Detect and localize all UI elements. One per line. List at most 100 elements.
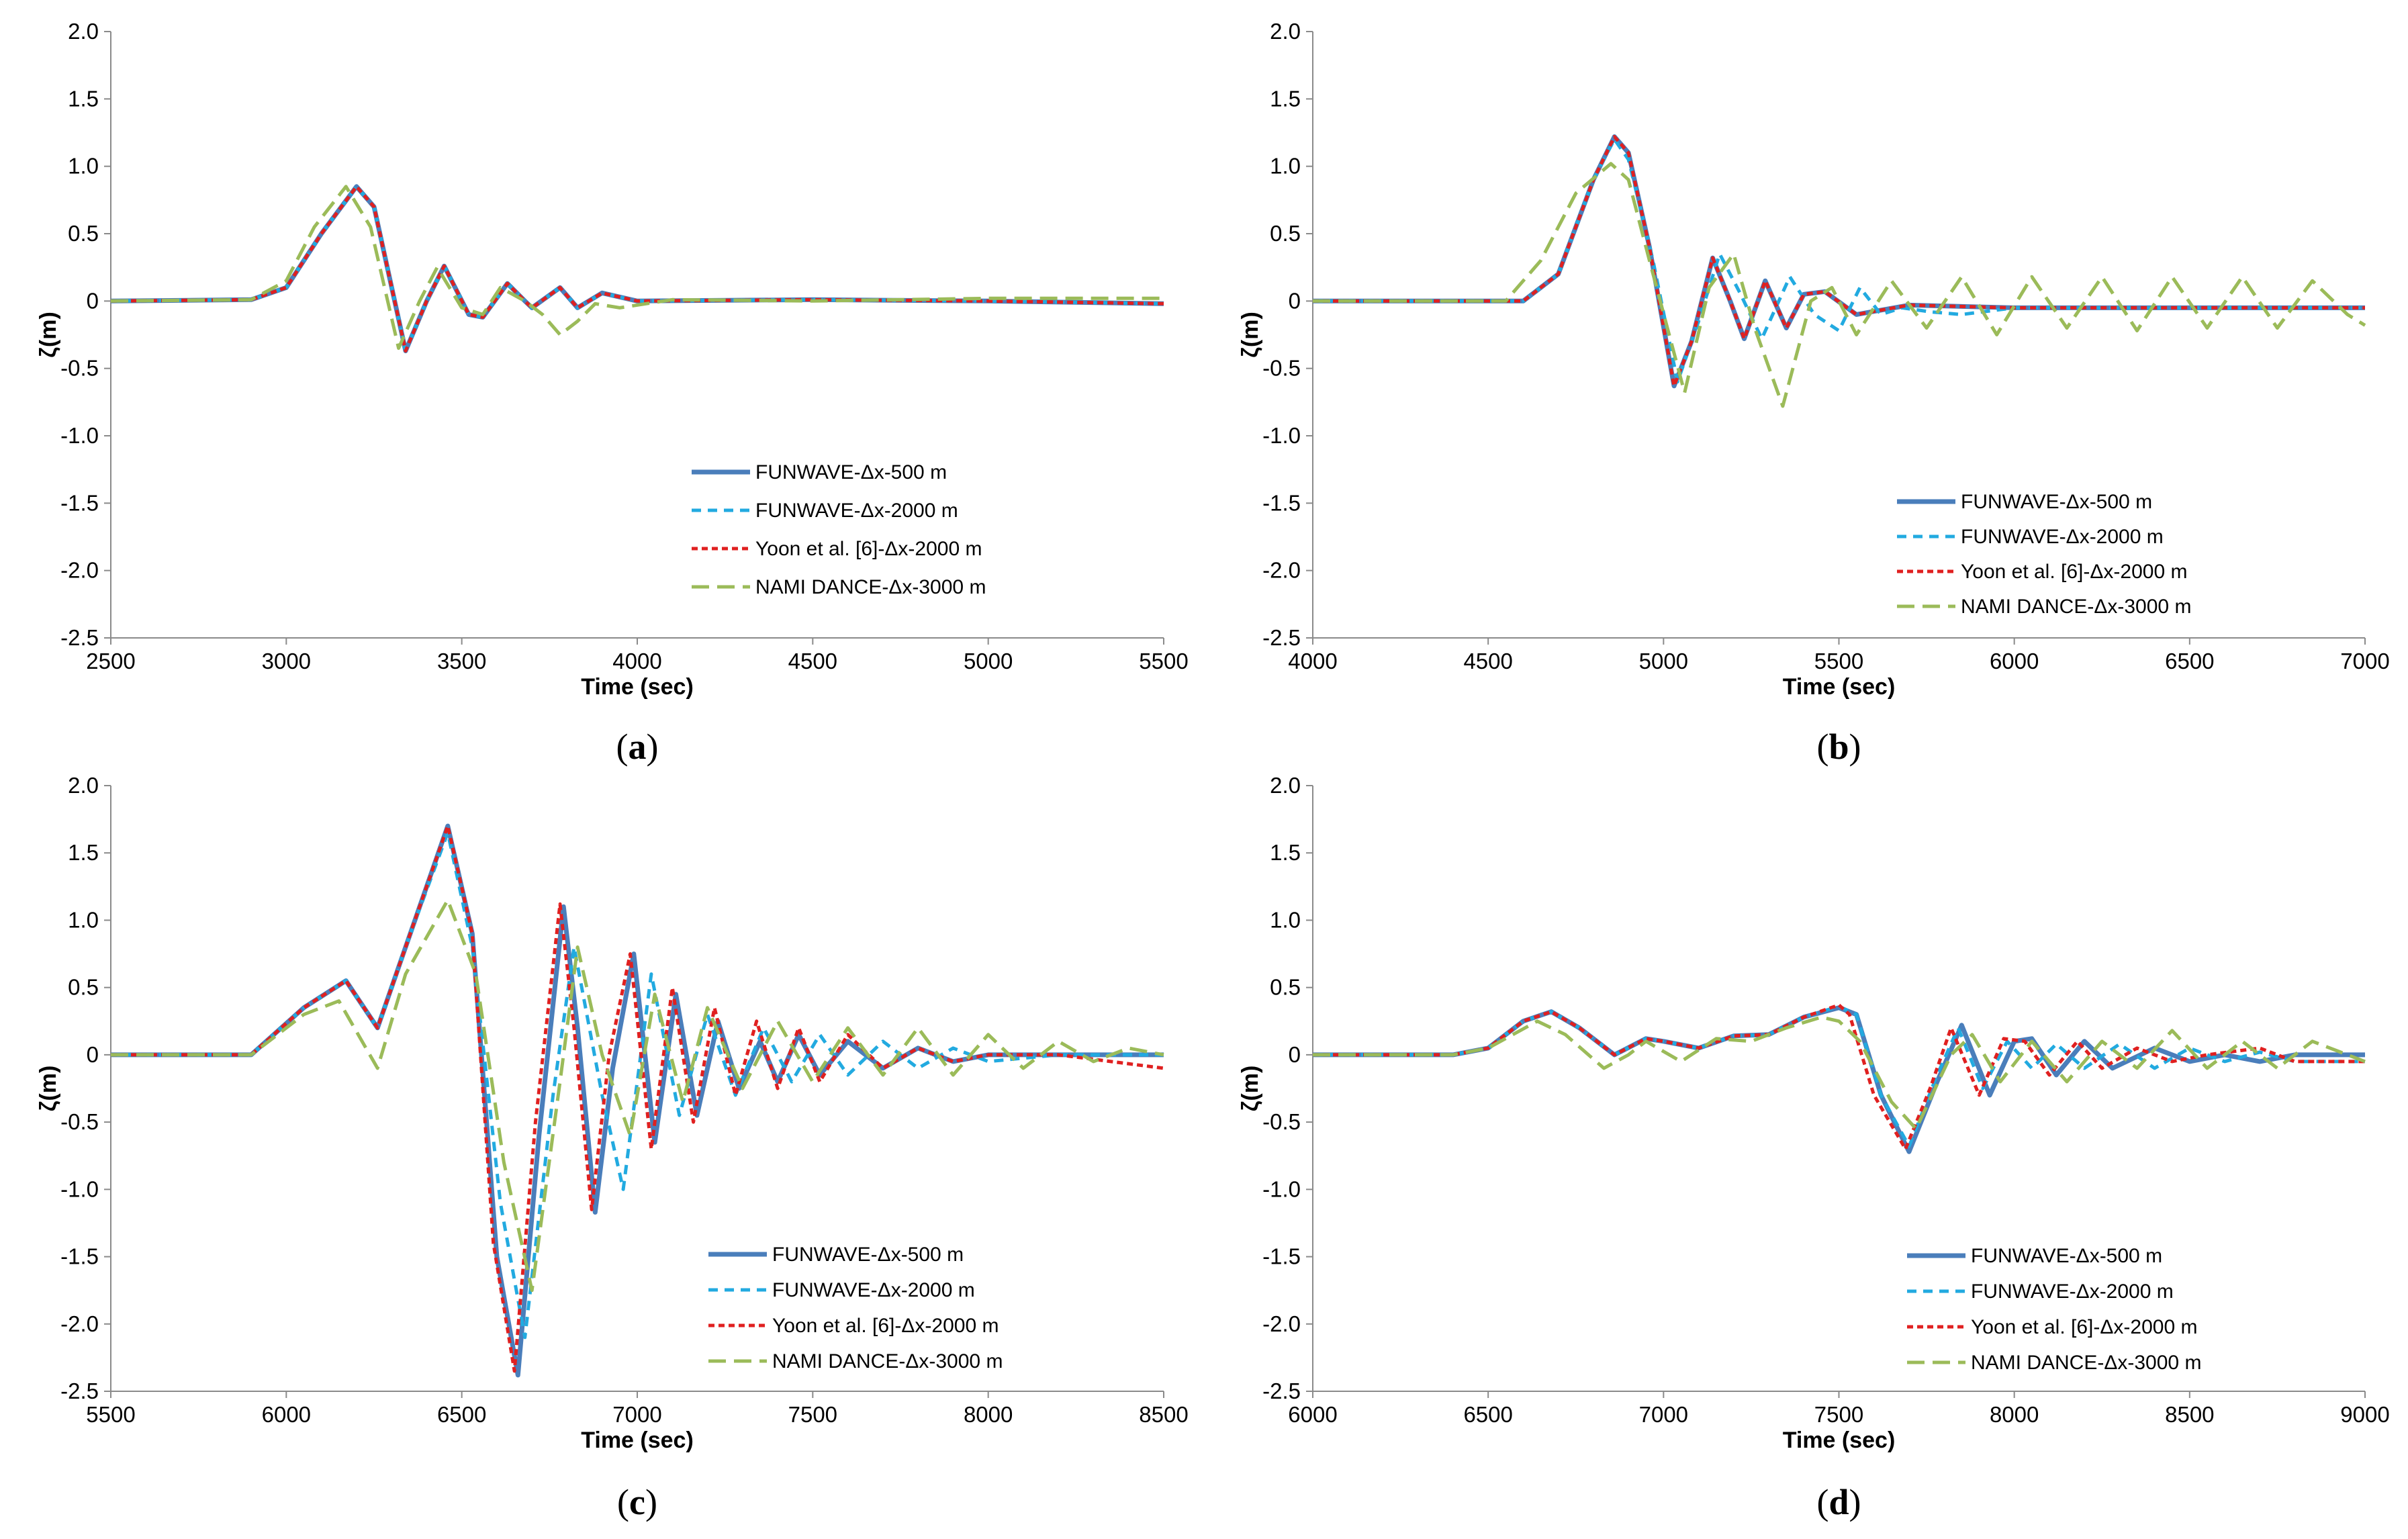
- y-tick-label: 1.5: [1270, 86, 1301, 111]
- legend: FUNWAVE-Δx-500 m FUNWAVE-Δx-2000 m Yoon et…: [1897, 491, 2191, 618]
- x-tick-label: 5500: [86, 1402, 135, 1427]
- legend-label-2: FUNWAVE-Δx-2000 m: [1961, 526, 2164, 548]
- x-tick-label: 7500: [788, 1402, 837, 1427]
- y-tick-label: -1.5: [1262, 490, 1301, 515]
- series-line-2: [111, 831, 1164, 1340]
- legend-label-4: NAMI DANCE-Δx-3000 m: [1961, 596, 2191, 618]
- x-tick-label: 8000: [1990, 1402, 2039, 1427]
- y-tick-label: 0.5: [1270, 221, 1301, 246]
- y-tick-label: -1.0: [1262, 1176, 1301, 1201]
- x-tick-label: 6000: [1990, 649, 2039, 673]
- y-tick-label: -1.0: [1262, 423, 1301, 448]
- legend-label-4: NAMI DANCE-Δx-3000 m: [755, 576, 986, 598]
- panel-caption: (d): [1816, 1482, 1861, 1522]
- series-line-3: [111, 824, 1164, 1373]
- x-tick-label: 5000: [964, 649, 1013, 673]
- legend-label-4: NAMI DANCE-Δx-3000 m: [772, 1350, 1003, 1372]
- series-line-4: [1313, 1015, 2366, 1131]
- series-line-2: [1313, 1005, 2365, 1148]
- y-tick-label: 1.5: [68, 840, 99, 865]
- x-tick-label: 8500: [2165, 1402, 2214, 1427]
- x-tick-label: 4500: [1463, 649, 1512, 673]
- y-tick-label: 0: [1289, 1042, 1301, 1067]
- series-line-3: [110, 185, 1164, 353]
- x-tick-label: 5500: [1814, 649, 1863, 673]
- series-line-3: [1313, 1003, 2365, 1151]
- y-tick-label: -1.5: [1262, 1244, 1301, 1269]
- y-tick-label: 1.0: [1270, 907, 1301, 932]
- y-tick-label: 0: [87, 288, 99, 313]
- y-tick-label: -1.5: [60, 490, 99, 515]
- y-tick-label: -0.5: [60, 1109, 99, 1134]
- x-axis-title: Time (sec): [1783, 1428, 1896, 1453]
- y-tick-label: -2.0: [60, 1311, 99, 1336]
- y-tick-label: -1.5: [60, 1244, 99, 1269]
- y-tick-label: 0.5: [68, 221, 99, 246]
- y-tick-label: -2.5: [1262, 625, 1301, 650]
- y-tick-label: 0.5: [1270, 975, 1301, 1000]
- x-tick-label: 6500: [2165, 649, 2214, 673]
- y-tick-label: 1.0: [68, 907, 99, 932]
- y-tick-label: -0.5: [1262, 1109, 1301, 1134]
- series-line-1: [1313, 1005, 2365, 1154]
- x-axis-title: Time (sec): [581, 1428, 694, 1453]
- panel-caption: (b): [1816, 727, 1861, 767]
- x-tick-label: 6500: [437, 1402, 486, 1427]
- series-line-1: [1313, 134, 2365, 389]
- y-tick-label: -0.5: [60, 356, 99, 381]
- legend-label-1: FUNWAVE-Δx-500 m: [755, 461, 947, 483]
- y-axis-title: ζ(m): [36, 1066, 61, 1112]
- x-tick-label: 4000: [1288, 649, 1337, 673]
- x-tick-label: 7500: [1814, 1402, 1863, 1427]
- legend: FUNWAVE-Δx-500 m FUNWAVE-Δx-2000 m Yoon et…: [692, 461, 986, 598]
- legend-label-3: Yoon et al. [6]-Δx-2000 m: [772, 1315, 999, 1337]
- legend: FUNWAVE-Δx-500 m FUNWAVE-Δx-2000 m Yoon et…: [1907, 1245, 2201, 1374]
- y-axis-title: ζ(m): [1238, 312, 1263, 358]
- y-tick-label: -1.0: [60, 1176, 99, 1201]
- y-tick-label: 1.5: [68, 86, 99, 111]
- legend-label-2: FUNWAVE-Δx-2000 m: [755, 500, 958, 522]
- x-tick-label: 3500: [437, 649, 486, 673]
- x-tick-label: 4000: [612, 649, 661, 673]
- y-tick-label: -2.0: [1262, 1311, 1301, 1336]
- y-tick-label: 1.0: [1270, 154, 1301, 179]
- series-line-4: [1313, 162, 2366, 408]
- series-line-3: [1313, 135, 2365, 388]
- legend-label-1: FUNWAVE-Δx-500 m: [1971, 1245, 2162, 1267]
- y-tick-label: 1.5: [1270, 840, 1301, 865]
- legend-label-3: Yoon et al. [6]-Δx-2000 m: [1961, 561, 2187, 583]
- y-tick-label: -2.0: [1262, 558, 1301, 583]
- legend-label-3: Yoon et al. [6]-Δx-2000 m: [755, 538, 982, 560]
- y-tick-label: -2.0: [60, 558, 99, 583]
- series-line-1: [110, 184, 1164, 354]
- y-tick-label: 2.0: [1270, 19, 1301, 44]
- x-tick-label: 7000: [1639, 1402, 1688, 1427]
- series-line-2: [110, 185, 1164, 353]
- x-tick-label: 8500: [1139, 1402, 1188, 1427]
- x-tick-label: 5500: [1139, 649, 1188, 673]
- series-line-2: [1313, 138, 2365, 384]
- y-tick-label: 0: [87, 1042, 99, 1067]
- y-axis-title: ζ(m): [1238, 1066, 1263, 1112]
- panel-caption: (c): [617, 1482, 657, 1522]
- legend-label-1: FUNWAVE-Δx-500 m: [1961, 491, 2152, 513]
- x-tick-label: 7000: [612, 1402, 661, 1427]
- y-tick-label: -0.5: [1262, 356, 1301, 381]
- y-tick-label: 0: [1289, 288, 1301, 313]
- x-tick-label: 6500: [1463, 1402, 1512, 1427]
- legend-label-1: FUNWAVE-Δx-500 m: [772, 1244, 964, 1266]
- x-axis-title: Time (sec): [1783, 674, 1896, 700]
- y-tick-label: 2.0: [68, 19, 99, 44]
- panel-caption: (a): [616, 727, 659, 767]
- legend: FUNWAVE-Δx-500 m FUNWAVE-Δx-2000 m Yoon et…: [708, 1244, 1003, 1372]
- y-tick-label: -2.5: [60, 1379, 99, 1403]
- series-line-4: [110, 185, 1164, 351]
- x-tick-label: 2500: [86, 649, 135, 673]
- x-axis-title: Time (sec): [581, 674, 694, 700]
- y-tick-label: 0.5: [68, 975, 99, 1000]
- legend-label-2: FUNWAVE-Δx-2000 m: [772, 1279, 975, 1301]
- legend-label-3: Yoon et al. [6]-Δx-2000 m: [1971, 1316, 2197, 1338]
